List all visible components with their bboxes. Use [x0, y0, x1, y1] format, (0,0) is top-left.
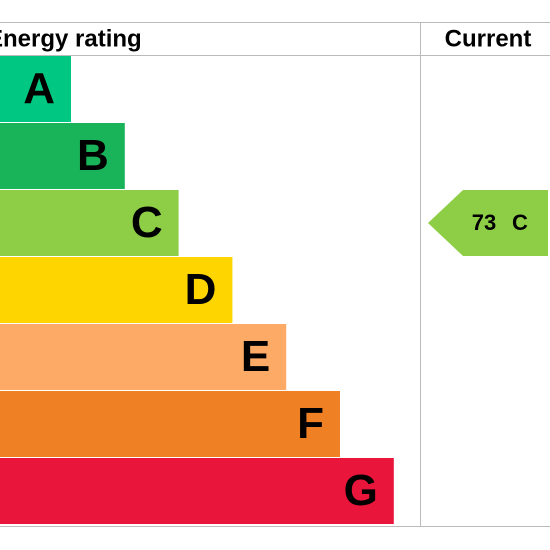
- band-letter: B: [77, 131, 109, 180]
- rating-header: Energy rating: [0, 25, 142, 52]
- band-bar: [0, 56, 71, 122]
- band-letter: C: [131, 198, 163, 247]
- current-band: C: [512, 210, 528, 235]
- band-letter: F: [297, 399, 324, 448]
- current-rating: 73 C: [428, 190, 548, 256]
- current-arrow: [428, 190, 548, 256]
- band-bar: [0, 190, 179, 256]
- band-bar: [0, 257, 233, 323]
- band-bar: [0, 458, 394, 524]
- current-score: 73: [472, 210, 496, 235]
- band-letter: E: [241, 332, 270, 381]
- band-letter: G: [344, 466, 378, 515]
- band-bar: [0, 123, 125, 189]
- current-header: Current: [445, 25, 532, 52]
- band-letter: D: [185, 265, 217, 314]
- band-letter: A: [23, 64, 55, 113]
- band-bar: [0, 391, 340, 457]
- band-bar: [0, 324, 287, 390]
